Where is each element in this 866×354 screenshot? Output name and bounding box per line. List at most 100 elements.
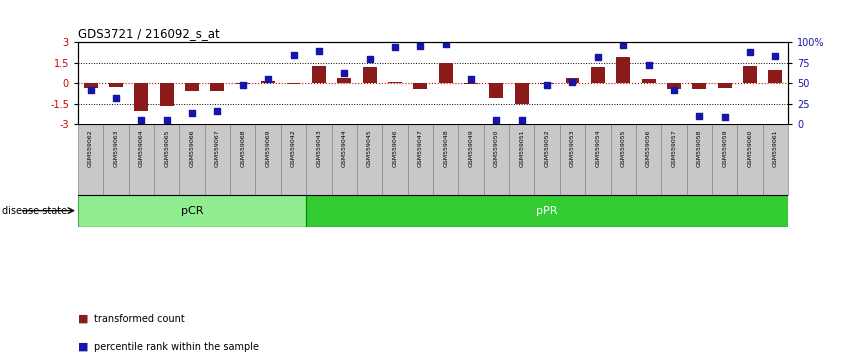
Bar	[357, 124, 382, 195]
Point	[312, 48, 326, 53]
Bar	[439, 63, 453, 83]
Point	[210, 108, 224, 114]
Text: GSM559045: GSM559045	[367, 130, 372, 167]
Bar	[585, 124, 611, 195]
Point	[262, 76, 275, 82]
Bar	[591, 67, 604, 83]
Point	[464, 76, 478, 82]
Bar	[332, 124, 357, 195]
Bar	[109, 83, 123, 87]
Bar	[78, 195, 307, 227]
Text: GSM559047: GSM559047	[417, 130, 423, 167]
Point	[338, 70, 352, 76]
Text: ■: ■	[78, 342, 88, 352]
Text: GSM559052: GSM559052	[545, 130, 550, 167]
Text: GSM559054: GSM559054	[595, 130, 600, 167]
Bar	[737, 124, 763, 195]
Bar	[489, 83, 503, 98]
Text: ■: ■	[78, 314, 88, 324]
Point	[134, 117, 148, 123]
Bar	[484, 124, 509, 195]
Text: GSM559056: GSM559056	[646, 130, 651, 167]
Text: GSM559051: GSM559051	[520, 130, 524, 167]
Text: transformed count: transformed count	[94, 314, 184, 324]
Point	[718, 115, 732, 120]
Point	[185, 110, 199, 115]
Point	[363, 56, 377, 62]
Bar	[413, 83, 427, 89]
Text: pPR: pPR	[536, 206, 558, 216]
Bar	[718, 83, 732, 88]
Bar	[617, 57, 630, 83]
Text: GSM559068: GSM559068	[240, 130, 245, 167]
Bar	[363, 67, 377, 83]
Bar	[236, 83, 249, 84]
Bar	[78, 124, 103, 195]
Point	[439, 41, 453, 47]
Point	[693, 113, 707, 119]
Point	[642, 62, 656, 68]
Text: GSM559058: GSM559058	[697, 130, 701, 167]
Text: GSM559064: GSM559064	[139, 130, 144, 167]
Bar	[559, 124, 585, 195]
Text: GSM559049: GSM559049	[469, 130, 474, 167]
Text: GSM559062: GSM559062	[88, 130, 94, 167]
Text: GSM559043: GSM559043	[316, 130, 321, 167]
Bar	[337, 79, 352, 83]
Point	[489, 117, 503, 123]
Point	[388, 44, 402, 50]
Point	[109, 95, 123, 101]
Point	[565, 79, 579, 84]
Bar	[204, 124, 230, 195]
Bar	[84, 83, 98, 88]
Bar	[433, 124, 458, 195]
Text: GSM559065: GSM559065	[165, 130, 169, 167]
Text: GSM559059: GSM559059	[722, 130, 727, 167]
Point	[84, 87, 98, 92]
Text: percentile rank within the sample: percentile rank within the sample	[94, 342, 259, 352]
Point	[743, 50, 757, 55]
Bar	[662, 124, 687, 195]
Bar	[611, 124, 636, 195]
Bar	[565, 79, 579, 83]
Text: GSM559048: GSM559048	[443, 130, 449, 167]
Text: GSM559050: GSM559050	[494, 130, 499, 167]
Point	[667, 87, 681, 92]
Text: GSM559069: GSM559069	[266, 130, 271, 167]
Bar	[129, 124, 154, 195]
Text: GDS3721 / 216092_s_at: GDS3721 / 216092_s_at	[78, 27, 220, 40]
Bar	[743, 65, 757, 83]
Bar	[687, 124, 712, 195]
Text: pCR: pCR	[181, 206, 204, 216]
Bar	[458, 124, 484, 195]
Point	[413, 43, 427, 48]
Text: GSM559042: GSM559042	[291, 130, 296, 167]
Point	[540, 82, 554, 88]
Bar	[408, 124, 433, 195]
Bar	[768, 70, 782, 83]
Bar	[514, 83, 529, 103]
Text: GSM559057: GSM559057	[671, 130, 676, 167]
Bar	[388, 82, 402, 83]
Bar	[636, 124, 662, 195]
Text: GSM559060: GSM559060	[747, 130, 753, 167]
Point	[768, 53, 782, 58]
Bar	[281, 124, 307, 195]
Bar	[255, 124, 281, 195]
Bar	[312, 66, 326, 83]
Text: GSM559044: GSM559044	[342, 130, 346, 167]
Text: disease state: disease state	[2, 206, 67, 216]
Point	[159, 117, 173, 123]
Bar	[262, 81, 275, 83]
Bar	[382, 124, 408, 195]
Bar	[230, 124, 255, 195]
Bar	[179, 124, 204, 195]
Bar	[667, 83, 681, 89]
Point	[617, 42, 630, 48]
Text: GSM559061: GSM559061	[772, 130, 778, 167]
Bar	[464, 83, 478, 84]
Point	[515, 117, 529, 123]
Bar	[509, 124, 534, 195]
Point	[287, 52, 301, 57]
Bar	[159, 83, 174, 105]
